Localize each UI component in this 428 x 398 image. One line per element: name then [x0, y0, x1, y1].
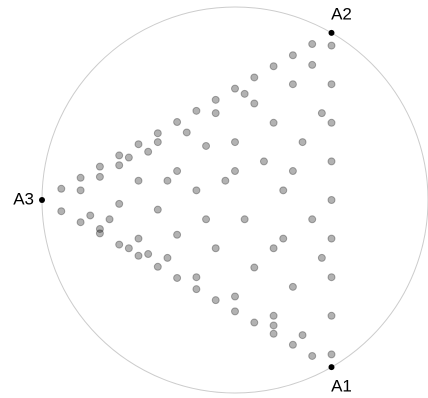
point: [173, 118, 182, 127]
point: [317, 109, 326, 118]
point: [327, 350, 336, 359]
point: [115, 240, 124, 249]
point: [231, 84, 239, 93]
unit-circle: [41, 6, 428, 394]
point: [105, 215, 114, 224]
point: [76, 173, 85, 182]
point: [153, 205, 162, 214]
point: [163, 253, 172, 262]
point: [259, 157, 268, 166]
point: [308, 60, 317, 69]
point: [240, 89, 249, 98]
point: [298, 331, 307, 340]
anchor-label: A2: [331, 4, 352, 23]
point: [221, 176, 230, 185]
point: [231, 167, 239, 176]
point: [95, 229, 104, 238]
point: [124, 244, 133, 253]
point: [144, 147, 153, 156]
anchor-label: A3: [13, 189, 34, 208]
point: [269, 311, 278, 320]
point: [95, 162, 104, 171]
point: [250, 263, 259, 272]
point: [115, 199, 124, 208]
point: [115, 151, 124, 160]
point: [202, 141, 211, 150]
anchor-label: A1: [331, 377, 352, 396]
point: [250, 318, 259, 327]
point: [269, 62, 278, 71]
point: [288, 80, 297, 89]
anchor-point: [39, 197, 45, 203]
point: [115, 161, 124, 170]
point: [308, 215, 317, 224]
point: [173, 230, 182, 239]
point: [250, 99, 259, 108]
point: [279, 234, 288, 243]
point: [95, 172, 104, 181]
point: [153, 138, 162, 147]
point: [327, 80, 336, 89]
point: [57, 184, 66, 193]
point: [250, 73, 259, 82]
point: [269, 244, 278, 253]
point: [231, 292, 239, 301]
point: [134, 176, 143, 185]
point: [211, 109, 220, 118]
point: [327, 273, 336, 282]
point: [134, 140, 143, 149]
point: [327, 234, 336, 243]
point: [279, 186, 288, 195]
point: [192, 285, 201, 294]
point: [211, 95, 220, 104]
point: [269, 321, 278, 330]
anchor-point: [328, 364, 335, 371]
point: [327, 196, 336, 204]
point: [153, 262, 162, 271]
point: [308, 40, 317, 49]
point: [86, 211, 95, 220]
point: [173, 167, 182, 176]
point: [288, 167, 297, 176]
point: [192, 273, 201, 282]
point: [144, 250, 153, 259]
point: [211, 296, 220, 305]
point: [95, 224, 104, 233]
point: [327, 157, 336, 166]
point: [192, 186, 201, 195]
point: [288, 51, 297, 60]
point: [134, 234, 143, 243]
point: [202, 215, 211, 224]
point: [76, 186, 85, 195]
point: [192, 106, 201, 115]
point: [153, 129, 162, 138]
point: [327, 311, 336, 320]
point: [211, 244, 220, 253]
point: [298, 138, 307, 147]
point: [308, 351, 317, 360]
point: [57, 207, 66, 216]
point: [76, 218, 85, 227]
point: [124, 153, 133, 162]
point: [134, 251, 143, 260]
point: [327, 118, 336, 127]
point: [269, 118, 278, 127]
point: [231, 138, 239, 147]
point: [240, 215, 249, 224]
point: [327, 41, 336, 50]
point: [163, 176, 172, 185]
point: [317, 253, 326, 262]
point: [288, 340, 297, 349]
point: [182, 128, 191, 137]
point: [269, 329, 278, 338]
point: [288, 282, 297, 291]
point: [231, 307, 239, 316]
point: [173, 273, 182, 282]
anchor-point: [328, 29, 335, 36]
